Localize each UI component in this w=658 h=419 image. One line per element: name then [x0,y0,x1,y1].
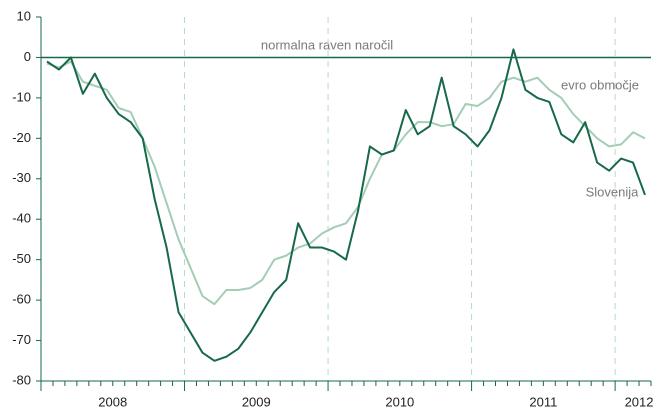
annotation: normalna raven naročil [261,37,393,52]
y-tick-label: 10 [17,8,31,23]
y-tick-label: 0 [24,49,31,64]
series-line [46,60,646,306]
y-tick-label: -30 [12,170,31,185]
x-tick-label: 2012 [625,394,654,409]
y-tick-label: -60 [12,292,31,307]
x-tick-label: 2010 [385,394,414,409]
series-label: evro območje [561,77,639,92]
y-tick-label: -80 [12,372,31,387]
y-tick-label: -40 [12,211,31,226]
series-line [46,48,646,362]
y-tick-label: -20 [12,130,31,145]
y-tick-label: -70 [12,332,31,347]
x-tick-label: 2009 [242,394,271,409]
y-tick-label: -50 [12,251,31,266]
x-tick-label: 2008 [98,394,127,409]
y-tick-label: -10 [12,89,31,104]
x-tick-label: 2011 [529,394,557,409]
series-label: Slovenija [586,184,640,199]
